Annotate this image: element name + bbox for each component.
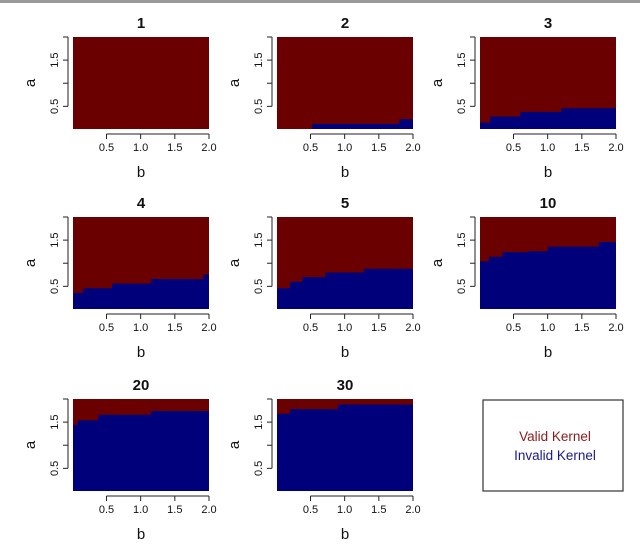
x-axis-label: b	[544, 164, 552, 181]
panel-3: 3 0.5 1.0 1.5 2.0 b 0.5 1.5 a	[429, 15, 624, 181]
y-tick-label: 1.5	[49, 52, 61, 67]
x-tick-label: 1.0	[540, 142, 555, 154]
x-axis-label: b	[341, 344, 349, 361]
x-tick-label: 2.0	[608, 142, 623, 154]
y-tick-label: 1.5	[253, 52, 265, 67]
x-axis-label: b	[341, 164, 349, 181]
y-tick-label: 0.5	[456, 279, 468, 294]
x-tick-label: 1.5	[167, 142, 182, 154]
panel-title: 20	[133, 377, 150, 394]
panel-title: 1	[137, 15, 145, 32]
x-tick-label: 2.0	[405, 322, 420, 334]
x-tick-label: 1.0	[133, 142, 148, 154]
valid-region	[277, 37, 413, 129]
invalid-region	[73, 411, 209, 491]
x-tick-label: 2.0	[405, 142, 420, 154]
x-tick-label: 0.5	[506, 142, 521, 154]
x-tick-label: 1.0	[337, 142, 352, 154]
panels-group: 1 0.5 1.0 1.5 2.0 b 0.5 1.5 a 2 0.5 1.0 1.5 2.0 b 0.5 1.…	[22, 15, 624, 543]
panel-30: 30 0.5 1.0 1.5 2.0 b 0.5 1.5 a	[226, 377, 421, 543]
invalid-region	[277, 119, 413, 129]
x-tick-label: 1.0	[337, 504, 352, 516]
y-tick-label: 0.5	[253, 279, 265, 294]
y-axis-label: a	[22, 258, 39, 267]
x-tick-label: 1.5	[167, 504, 182, 516]
x-tick-label: 1.0	[540, 322, 555, 334]
x-tick-label: 1.5	[371, 322, 386, 334]
y-tick-label: 0.5	[49, 279, 61, 294]
y-tick-label: 1.5	[456, 52, 468, 67]
panel-1: 1 0.5 1.0 1.5 2.0 b 0.5 1.5 a	[22, 15, 217, 181]
top-border-line	[0, 0, 640, 3]
y-tick-label: 0.5	[49, 461, 61, 476]
x-tick-label: 1.5	[574, 322, 589, 334]
y-tick-label: 0.5	[49, 99, 61, 114]
x-axis-label: b	[341, 526, 349, 543]
x-tick-label: 0.5	[99, 504, 114, 516]
panel-title: 5	[341, 195, 349, 212]
invalid-region	[73, 274, 209, 309]
panel-title: 4	[137, 195, 146, 212]
legend-invalid-label: Invalid Kernel	[514, 448, 596, 463]
y-axis-label: a	[226, 78, 243, 87]
x-tick-label: 1.0	[133, 504, 148, 516]
x-tick-label: 0.5	[506, 322, 521, 334]
x-tick-label: 1.5	[371, 504, 386, 516]
x-tick-label: 1.5	[167, 322, 182, 334]
invalid-region	[277, 268, 413, 309]
x-tick-label: 0.5	[99, 322, 114, 334]
legend-valid-label: Valid Kernel	[519, 429, 591, 444]
panel-title: 30	[337, 377, 354, 394]
panel-20: 20 0.5 1.0 1.5 2.0 b 0.5 1.5 a	[22, 377, 217, 543]
panel-10: 10 0.5 1.0 1.5 2.0 b 0.5 1.5 a	[429, 195, 624, 361]
panel-5: 5 0.5 1.0 1.5 2.0 b 0.5 1.5 a	[226, 195, 421, 361]
x-tick-label: 1.5	[371, 142, 386, 154]
legend: Valid Kernel Invalid Kernel	[482, 399, 624, 492]
panel-4: 4 0.5 1.0 1.5 2.0 b 0.5 1.5 a	[22, 195, 217, 361]
x-axis-label: b	[137, 526, 145, 543]
x-axis-label: b	[137, 344, 145, 361]
y-axis-label: a	[22, 440, 39, 449]
invalid-region	[480, 108, 616, 129]
y-tick-label: 0.5	[253, 99, 265, 114]
x-tick-label: 2.0	[201, 322, 216, 334]
y-axis-label: a	[22, 78, 39, 87]
panel-2: 2 0.5 1.0 1.5 2.0 b 0.5 1.5 a	[226, 15, 421, 181]
x-tick-label: 0.5	[99, 142, 114, 154]
x-tick-label: 1.0	[133, 322, 148, 334]
y-axis-label: a	[226, 440, 243, 449]
y-axis-label: a	[429, 78, 446, 87]
invalid-region	[480, 241, 616, 309]
x-tick-label: 1.0	[337, 322, 352, 334]
x-tick-label: 2.0	[201, 504, 216, 516]
y-tick-label: 1.5	[49, 414, 61, 429]
valid-region	[73, 37, 209, 129]
x-axis-label: b	[137, 164, 145, 181]
x-tick-label: 1.5	[574, 142, 589, 154]
x-tick-label: 2.0	[405, 504, 420, 516]
y-axis-label: a	[429, 258, 446, 267]
x-tick-label: 0.5	[303, 142, 318, 154]
y-tick-label: 0.5	[253, 461, 265, 476]
y-tick-label: 0.5	[456, 99, 468, 114]
y-tick-label: 1.5	[49, 232, 61, 247]
panel-title: 3	[544, 15, 552, 32]
y-tick-label: 1.5	[456, 232, 468, 247]
legend-box	[482, 399, 624, 492]
x-axis-label: b	[544, 344, 552, 361]
panel-title: 2	[341, 15, 349, 32]
x-tick-label: 0.5	[303, 504, 318, 516]
x-tick-label: 2.0	[608, 322, 623, 334]
y-tick-label: 1.5	[253, 232, 265, 247]
panel-title: 10	[540, 195, 557, 212]
x-tick-label: 2.0	[201, 142, 216, 154]
y-tick-label: 1.5	[253, 414, 265, 429]
invalid-region	[277, 404, 413, 491]
y-axis-label: a	[226, 258, 243, 267]
x-tick-label: 0.5	[303, 322, 318, 334]
